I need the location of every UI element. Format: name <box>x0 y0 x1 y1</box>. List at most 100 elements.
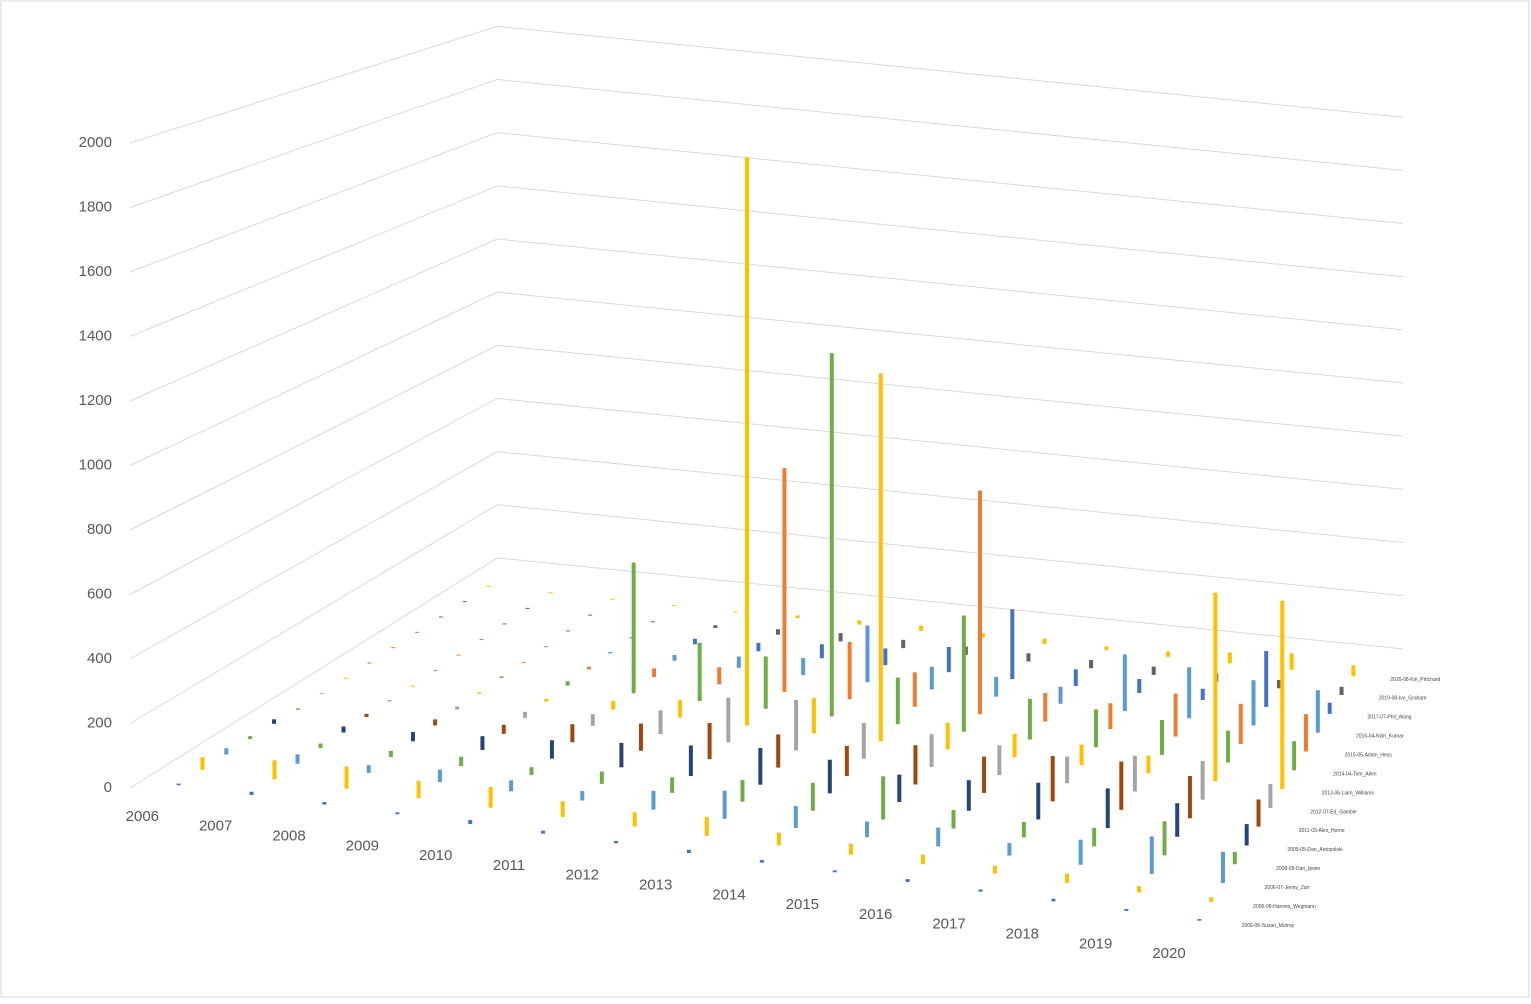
bar <box>1200 760 1205 800</box>
grid-line <box>129 291 1403 466</box>
bar <box>961 615 966 732</box>
bar <box>920 854 925 865</box>
bar <box>865 821 870 838</box>
bar <box>1036 782 1041 820</box>
bar <box>570 724 575 743</box>
bar <box>322 802 327 805</box>
bar <box>439 616 444 618</box>
bar <box>543 646 548 648</box>
bar <box>548 592 553 594</box>
bar <box>897 774 902 803</box>
bar <box>272 719 277 724</box>
bar <box>1078 839 1083 865</box>
x-tick-label: 2019 <box>1079 935 1112 952</box>
bar <box>364 713 369 717</box>
y-tick-label: 200 <box>87 714 112 731</box>
series-label: 2008-05-Dan_Ipsen <box>1276 866 1320 872</box>
bar <box>565 630 570 632</box>
grid-line <box>129 504 1403 724</box>
bar <box>697 642 702 702</box>
bar <box>1132 755 1137 792</box>
bar <box>652 668 657 677</box>
bar <box>707 722 712 760</box>
bar <box>1276 680 1281 689</box>
bar <box>319 693 324 695</box>
bar <box>415 631 420 633</box>
bar <box>945 722 950 750</box>
y-tick-label: 1200 <box>79 392 112 409</box>
bar <box>1108 703 1113 730</box>
bar <box>590 714 595 726</box>
bar <box>462 601 467 603</box>
bar <box>1244 824 1249 846</box>
bar <box>1058 686 1063 704</box>
bar <box>782 468 787 692</box>
series-label: 2012-07-Ed_Gamble <box>1310 809 1357 815</box>
bar <box>367 662 372 664</box>
series-label: 2011-03-Alex_Horne <box>1299 828 1345 834</box>
bar <box>1007 843 1012 856</box>
grid-line <box>129 238 1403 402</box>
bar <box>651 790 656 810</box>
bar <box>912 672 917 707</box>
bar <box>672 605 677 607</box>
bar <box>1339 686 1344 696</box>
bar <box>1050 756 1055 802</box>
bar <box>1051 898 1056 902</box>
bar <box>521 662 526 664</box>
series-label: 2017-07-Phil_Wang <box>1367 715 1411 721</box>
series-label: 2009-05-Dan_Antopolski <box>1287 847 1342 853</box>
bar <box>992 865 997 874</box>
bar <box>756 642 761 652</box>
bar <box>801 658 806 676</box>
bar <box>1137 886 1142 893</box>
bar <box>1173 693 1178 737</box>
bar <box>176 783 181 786</box>
bar <box>1303 714 1308 752</box>
bar <box>437 769 442 783</box>
x-tick-label: 2006 <box>126 808 159 825</box>
bar <box>509 780 514 792</box>
bar <box>1187 667 1192 719</box>
x-tick-label: 2017 <box>932 916 965 933</box>
bar <box>341 726 346 733</box>
bar <box>776 832 781 846</box>
bar <box>480 736 485 750</box>
bar <box>1289 653 1294 670</box>
bar <box>951 809 956 829</box>
bar <box>395 812 400 815</box>
bar <box>1092 827 1097 847</box>
y-tick-label: 1000 <box>79 456 112 473</box>
bar <box>929 666 934 690</box>
bar <box>631 562 636 694</box>
x-tick-label: 2013 <box>639 877 672 894</box>
bar <box>1026 653 1031 662</box>
y-tick-label: 1800 <box>79 198 112 215</box>
bar <box>1268 784 1273 808</box>
bar <box>844 745 849 777</box>
bar <box>1119 761 1124 810</box>
bar <box>740 780 745 802</box>
bar <box>722 790 727 819</box>
bar <box>486 585 491 587</box>
bar <box>1226 730 1231 763</box>
bar <box>619 742 624 768</box>
bar <box>1122 654 1127 712</box>
bar <box>479 639 484 641</box>
bar <box>1238 703 1243 745</box>
bar <box>1292 741 1297 771</box>
x-tick-label: 2014 <box>712 886 745 903</box>
bar <box>794 699 799 751</box>
bar <box>565 681 570 686</box>
series-label: 2014-04-Tom_Allen <box>1333 771 1377 777</box>
bar <box>1200 688 1205 700</box>
bar <box>477 692 482 694</box>
bar <box>811 698 816 734</box>
grid-line <box>129 185 1403 337</box>
bar <box>200 757 205 770</box>
grid-line <box>129 451 1403 660</box>
bar <box>883 648 888 666</box>
bar <box>966 780 971 811</box>
bar <box>861 722 866 759</box>
